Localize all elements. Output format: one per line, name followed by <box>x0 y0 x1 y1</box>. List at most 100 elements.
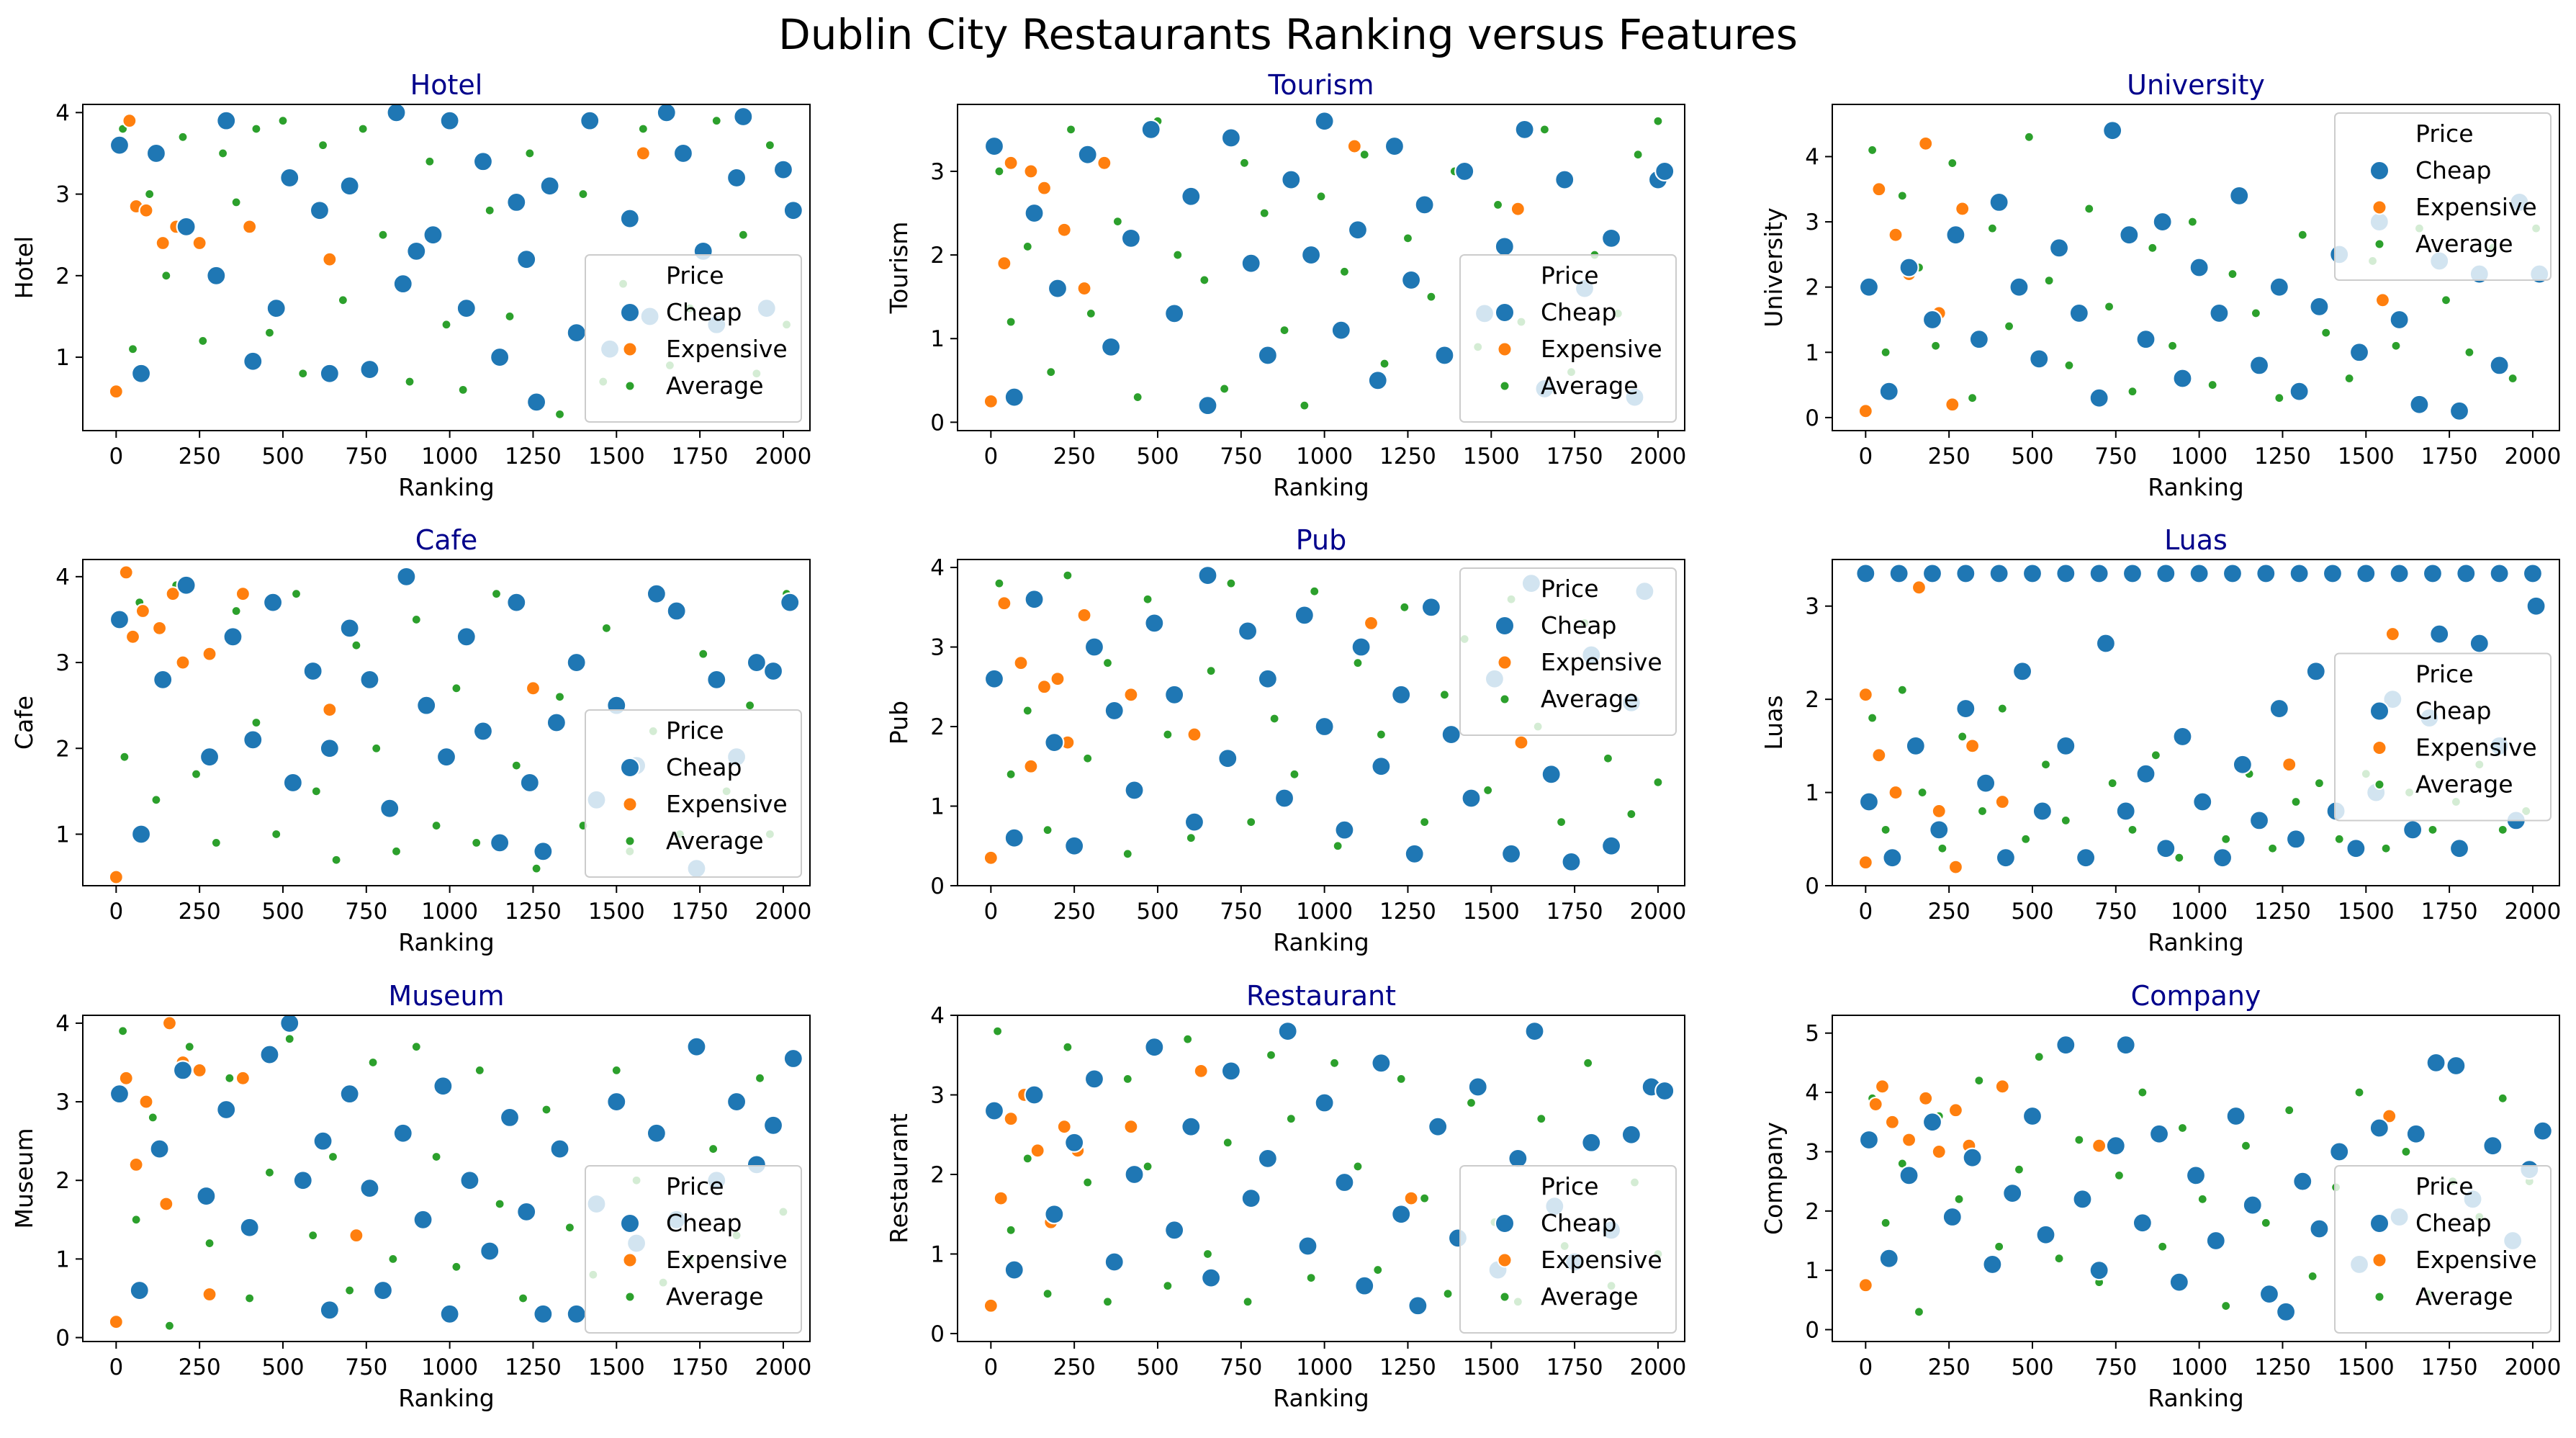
point-average <box>1973 1074 1985 1087</box>
point-average <box>2507 372 2518 385</box>
point-expensive <box>138 1094 154 1110</box>
point-expensive <box>151 620 168 636</box>
point-expensive <box>1076 607 1092 623</box>
point-average <box>1238 157 1251 168</box>
legend-marker-expensive <box>2372 199 2387 215</box>
point-cheap <box>516 249 537 270</box>
x-tick-label: 1500 <box>2338 899 2395 925</box>
x-tick-label: 1500 <box>588 444 645 469</box>
legend: Price Cheap Expensive Average <box>1459 567 1677 736</box>
legend-label-average: Average <box>666 1282 764 1311</box>
point-average <box>2113 1169 2125 1181</box>
point-expensive <box>1096 155 1112 171</box>
point-cheap <box>2055 735 2076 756</box>
legend-label-expensive: Expensive <box>1541 335 1662 363</box>
legend-label-expensive: Expensive <box>666 790 788 818</box>
point-average <box>1246 817 1257 828</box>
point-average <box>1602 752 1614 764</box>
point-cheap <box>339 176 360 197</box>
point-cheap <box>2389 563 2410 584</box>
x-tick-label: 1250 <box>1379 444 1436 469</box>
point-expensive <box>1363 615 1379 631</box>
x-tick-label: 1750 <box>1546 1354 1603 1380</box>
legend-title: Price <box>666 261 724 289</box>
point-cheap <box>1922 1112 1943 1133</box>
point-cheap <box>1420 597 1441 618</box>
point-cheap <box>1878 381 1899 402</box>
legend-label-cheap: Cheap <box>666 298 742 326</box>
x-tick-label: 1250 <box>1379 1354 1436 1380</box>
point-cheap <box>2012 661 2033 682</box>
point-cheap <box>2022 563 2043 584</box>
point-average <box>357 123 369 135</box>
x-tick-label: 750 <box>1220 899 1262 925</box>
point-cheap <box>1905 735 1926 756</box>
point-average <box>1042 1288 1053 1300</box>
y-axis-label: Cafe <box>10 696 38 750</box>
legend-marker-cheap <box>1495 302 1515 323</box>
y-tick-label: 1 <box>1805 340 1819 366</box>
point-cheap <box>1899 257 1919 278</box>
point-expensive <box>1003 155 1019 171</box>
point-cheap <box>1197 565 1218 586</box>
y-axis-label: Hotel <box>10 236 38 299</box>
point-cheap <box>472 721 494 742</box>
legend-marker-expensive <box>622 341 638 357</box>
point-cheap <box>499 1107 521 1128</box>
point-cheap <box>1391 684 1412 705</box>
point-cheap <box>1330 320 1351 341</box>
panel-company: Company 0 250 500 750 1000 1250 1500 1750 2000 0 1 2… <box>1760 980 2561 1412</box>
legend-marker-cheap <box>2369 161 2390 181</box>
point-average <box>1880 346 1891 358</box>
point-cheap <box>1334 819 1355 840</box>
point-average <box>1994 1241 2005 1252</box>
point-cheap <box>2089 387 2109 408</box>
point-average <box>1482 784 1494 796</box>
point-cheap <box>2132 1213 2153 1233</box>
point-average <box>1536 1113 1547 1125</box>
point-average <box>451 683 462 694</box>
point-average <box>344 1285 356 1296</box>
x-tick-label: 1000 <box>2171 1354 2228 1380</box>
axes-frame <box>82 1015 811 1342</box>
point-cheap <box>266 298 287 319</box>
point-average <box>2440 295 2452 306</box>
legend-label-expensive: Expensive <box>2415 193 2537 221</box>
y-tick-label: 2 <box>55 1168 70 1194</box>
point-cheap <box>319 738 340 759</box>
point-expensive <box>1857 687 1873 703</box>
point-cheap <box>1140 119 1161 140</box>
point-cheap <box>1514 119 1535 140</box>
point-cheap <box>243 351 264 372</box>
point-cheap <box>1144 1037 1165 1058</box>
point-cheap <box>2389 309 2410 331</box>
point-expensive <box>1888 784 1904 801</box>
point-cheap <box>1982 1254 2003 1275</box>
point-expensive <box>242 219 258 235</box>
point-average <box>1375 729 1387 740</box>
point-average <box>1045 367 1057 378</box>
point-average <box>1225 578 1237 589</box>
point-expensive <box>1911 580 1927 596</box>
x-tick-label: 1750 <box>1546 899 1603 925</box>
point-average <box>177 131 189 143</box>
point-average <box>2380 842 2392 854</box>
point-cheap <box>1084 1069 1105 1089</box>
point-expensive <box>1013 655 1029 671</box>
point-expensive <box>983 393 999 409</box>
point-cheap <box>1454 161 1475 182</box>
point-average <box>1402 233 1414 244</box>
point-average <box>251 123 262 135</box>
panel-hotel: Hotel 0 250 500 750 1000 1250 1500 1750 2000 1 2 3 4 R… <box>10 69 811 501</box>
point-average <box>2220 833 2232 845</box>
point-cheap <box>546 712 567 733</box>
point-average <box>1947 157 1958 169</box>
point-expensive <box>1023 163 1039 179</box>
point-expensive <box>108 1314 124 1330</box>
point-cheap <box>2289 563 2310 584</box>
panel-title: Tourism <box>1267 69 1374 101</box>
x-tick-label: 500 <box>2011 1354 2053 1380</box>
y-tick-label: 2 <box>930 243 945 269</box>
x-tick-label: 1500 <box>1463 899 1520 925</box>
point-cheap <box>2119 225 2140 246</box>
